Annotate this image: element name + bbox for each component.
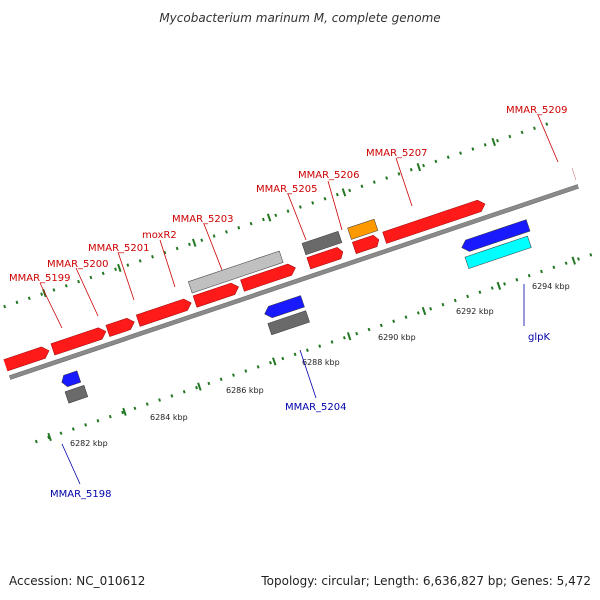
- gene-label-mmar-5199: MMAR_5199: [9, 273, 71, 284]
- gene-block: [464, 235, 532, 269]
- gene-label-mmar-5209: MMAR_5209: [506, 105, 568, 116]
- gene-block: [301, 230, 343, 256]
- gene-block: [188, 250, 284, 294]
- gene-block: [352, 234, 380, 254]
- forward-leader-lines: [39, 114, 559, 329]
- forward-ruler-ticks: [42, 137, 496, 298]
- gene-block: [240, 263, 296, 292]
- gene-block: [61, 370, 82, 387]
- gene-block: [382, 199, 486, 244]
- gene-block: [461, 219, 531, 252]
- ruler-label: 6284 kbp: [150, 413, 188, 422]
- gene-block: [347, 218, 379, 240]
- forward-genes-inner: [188, 218, 379, 294]
- genome-backbone: [0, 152, 600, 412]
- gene-label-glpk: glpK: [528, 332, 550, 343]
- forward-gene-labels: MMAR_5199 MMAR_5200 MMAR_5201 moxR2 MMAR…: [9, 105, 568, 284]
- gene-label-mmar-5205: MMAR_5205: [256, 184, 318, 195]
- reverse-genes-outer: [61, 219, 531, 387]
- ruler-label: 6286 kbp: [226, 386, 264, 395]
- accession-label: Accession: NC_010612: [9, 574, 145, 588]
- gene-block: [571, 148, 600, 180]
- reverse-leader-lines: [61, 284, 525, 485]
- ruler-label: 6292 kbp: [456, 307, 494, 316]
- map-title: Mycobacterium marinum M, complete genome: [159, 11, 440, 25]
- ruler-label: 6288 kbp: [302, 358, 340, 367]
- gene-label-mmar-5206: MMAR_5206: [298, 170, 360, 181]
- ruler-label: 6290 kbp: [378, 333, 416, 342]
- gene-block: [264, 295, 305, 319]
- reverse-gene-labels: MMAR_5198 MMAR_5204 glpK: [50, 332, 550, 500]
- gene-block: [105, 317, 135, 337]
- ruler-labels: 6282 kbp 6284 kbp 6286 kbp 6288 kbp 6290…: [70, 282, 570, 448]
- gene-block: [50, 327, 107, 356]
- gene-label-mmar-5200: MMAR_5200: [47, 259, 109, 270]
- gene-label-mmar-5204: MMAR_5204: [285, 402, 347, 413]
- ruler-major-ticks: [47, 256, 576, 442]
- reverse-genes-inner: [64, 235, 532, 404]
- ruler-label: 6294 kbp: [532, 282, 570, 291]
- genome-summary: Topology: circular; Length: 6,636,827 bp…: [260, 574, 591, 588]
- ruler-label: 6282 kbp: [70, 439, 108, 448]
- gene-block: [306, 247, 344, 270]
- gene-label-mmar-5207: MMAR_5207: [366, 148, 428, 159]
- gene-block: [267, 310, 310, 336]
- gene-block: [135, 298, 192, 327]
- gene-label-mmar-5203: MMAR_5203: [172, 214, 234, 225]
- gene-label-moxr2: moxR2: [142, 230, 177, 241]
- gene-block: [192, 282, 239, 308]
- gene-block: [64, 385, 89, 404]
- gene-block: [0, 346, 50, 375]
- gene-label-mmar-5198: MMAR_5198: [50, 489, 112, 500]
- gene-label-mmar-5201: MMAR_5201: [88, 243, 150, 254]
